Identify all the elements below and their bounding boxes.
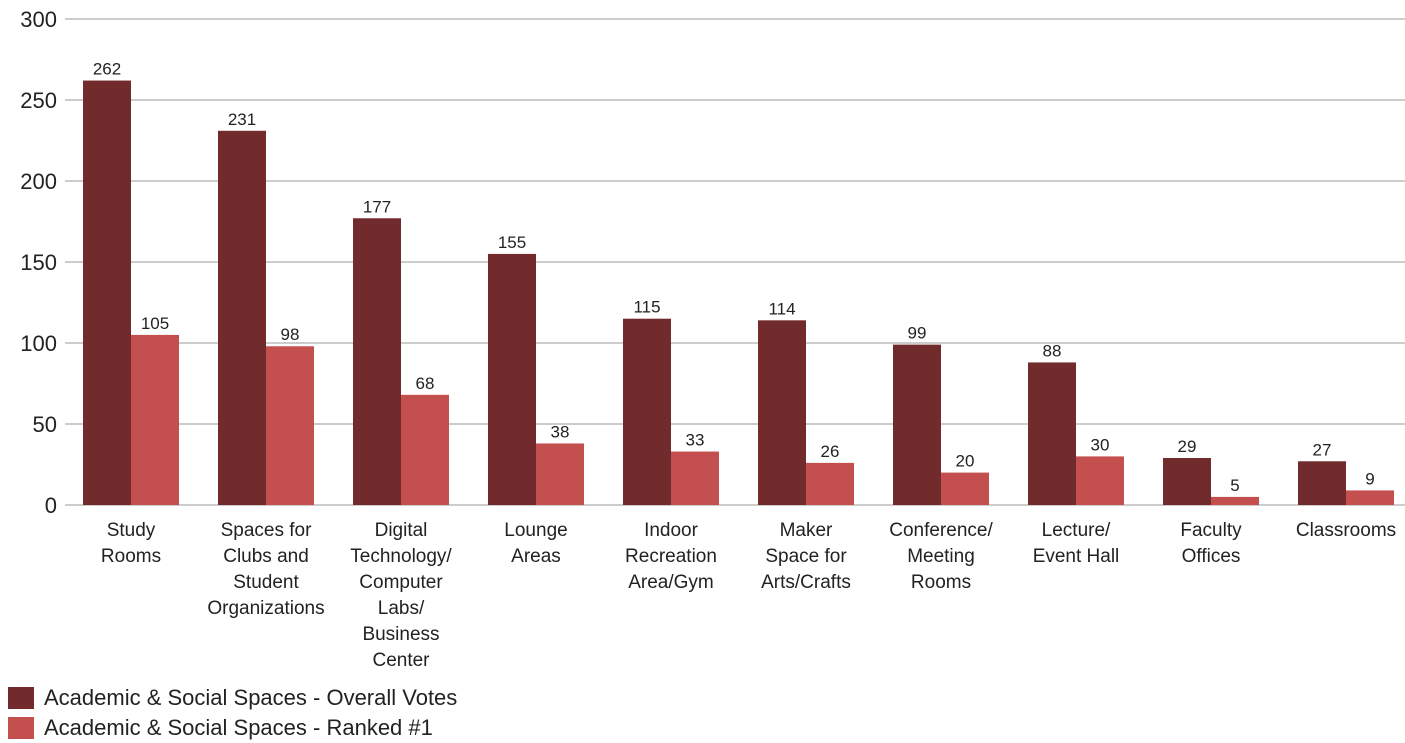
bar-ranked-1 [266, 346, 314, 505]
y-tick-label: 250 [20, 88, 57, 113]
bar-overall-votes [1298, 461, 1346, 505]
y-tick-label: 300 [20, 7, 57, 32]
x-tick-label: Spaces for Clubs and Student Organizations [207, 520, 324, 619]
data-label-overall-votes: 262 [93, 60, 121, 79]
y-tick-label: 150 [20, 250, 57, 275]
data-label-ranked-1: 30 [1091, 435, 1110, 454]
x-tick-label: Maker Space for Arts/Crafts [761, 520, 851, 593]
bar-ranked-1 [1211, 496, 1259, 505]
data-label-overall-votes: 29 [1178, 437, 1197, 456]
data-label-overall-votes: 177 [363, 197, 391, 216]
legend-swatch-ranked-1 [8, 717, 34, 739]
legend-item-ranked-1: Academic & Social Spaces - Ranked #1 [8, 713, 457, 743]
data-label-overall-votes: 155 [498, 233, 526, 252]
x-tick-label: Conference/Meeting Rooms [889, 520, 993, 593]
x-tick-label: Classrooms [1296, 520, 1396, 541]
data-labels: 262 105 231 98 177 68 155 38 115 33 114 26 99 20 88 30 2… [93, 60, 1375, 495]
data-label-overall-votes: 114 [768, 299, 795, 318]
x-tick-label: Lecture/Event Hall [1033, 520, 1120, 567]
legend: Academic & Social Spaces - Overall Votes… [8, 683, 457, 743]
bar-overall-votes [758, 320, 806, 505]
x-tick-label: Lounge Areas [504, 520, 567, 567]
data-label-ranked-1: 68 [416, 374, 435, 393]
bars [83, 80, 1394, 505]
y-tick-label: 0 [45, 493, 57, 518]
bar-overall-votes [1163, 458, 1211, 505]
data-label-ranked-1: 26 [821, 442, 840, 461]
bar-chart: 0 50 100 150 200 250 300 262 105 231 98 177 68 155 38… [20, 7, 1405, 671]
data-label-ranked-1: 20 [956, 452, 975, 471]
legend-swatch-overall-votes [8, 687, 34, 709]
bar-overall-votes [623, 318, 671, 505]
bar-ranked-1 [671, 451, 719, 505]
y-axis-ticks: 0 50 100 150 200 250 300 [20, 7, 57, 518]
legend-label-overall-votes: Academic & Social Spaces - Overall Votes [44, 685, 458, 710]
x-tick-label: Faculty Offices [1180, 520, 1242, 567]
bar-ranked-1 [536, 443, 584, 505]
data-label-overall-votes: 99 [908, 324, 927, 343]
bar-ranked-1 [1346, 490, 1394, 505]
bar-ranked-1 [1076, 456, 1124, 505]
bar-ranked-1 [941, 472, 989, 505]
legend-item-overall-votes: Academic & Social Spaces - Overall Votes [8, 683, 457, 713]
x-tick-label: Study Rooms [101, 520, 161, 567]
bar-overall-votes [218, 130, 266, 505]
data-label-ranked-1: 105 [141, 314, 169, 333]
bar-overall-votes [83, 80, 131, 505]
y-tick-label: 100 [20, 331, 57, 356]
bar-ranked-1 [131, 334, 179, 505]
y-tick-label: 50 [33, 412, 57, 437]
data-label-overall-votes: 231 [228, 110, 256, 129]
bar-overall-votes [488, 253, 536, 505]
data-label-ranked-1: 9 [1365, 469, 1374, 488]
legend-label-ranked-1: Academic & Social Spaces - Ranked #1 [44, 715, 433, 740]
data-label-ranked-1: 5 [1230, 476, 1239, 495]
x-tick-label: Digital Technology/Computer Labs/Business C… [350, 520, 452, 671]
data-label-ranked-1: 33 [686, 431, 705, 450]
bar-ranked-1 [806, 462, 854, 505]
x-tick-label: Indoor Recreation Area/Gym [625, 520, 717, 593]
y-tick-label: 200 [20, 169, 57, 194]
x-axis-categories: Study Rooms Spaces for Clubs and Student Orga… [101, 520, 1396, 671]
data-label-overall-votes: 27 [1313, 440, 1332, 459]
data-label-ranked-1: 98 [281, 325, 300, 344]
bar-overall-votes [353, 218, 401, 505]
data-label-overall-votes: 88 [1043, 341, 1062, 360]
bar-overall-votes [893, 344, 941, 505]
bar-ranked-1 [401, 394, 449, 505]
data-label-ranked-1: 38 [551, 422, 570, 441]
bar-overall-votes [1028, 362, 1076, 505]
data-label-overall-votes: 115 [633, 298, 660, 317]
